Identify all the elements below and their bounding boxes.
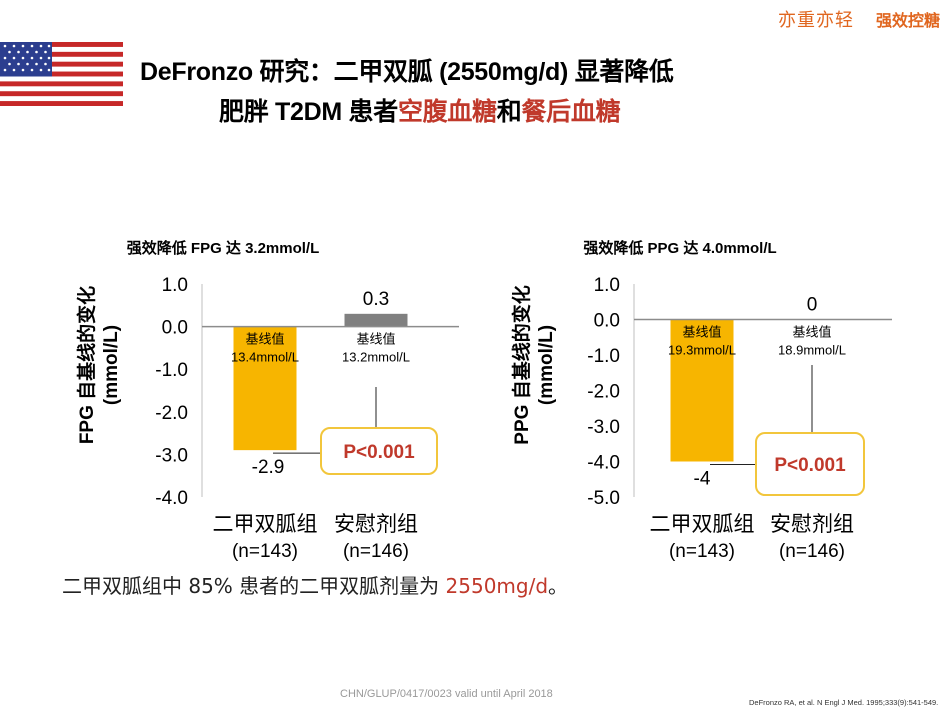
y-axis-label: FPG 自基线的变化 (mmol/L): [75, 286, 122, 444]
us-flag-icon: [0, 42, 123, 106]
category-label: 二甲双胍组: [650, 513, 755, 536]
baseline-value: 13.4mmol/L: [231, 350, 299, 365]
baseline-title: 基线值: [682, 325, 721, 340]
y-tick-label: -4.0: [155, 488, 188, 509]
chart-title: 强效降低 FPG 达 3.2mmol/L: [127, 239, 320, 257]
chart-title: 强效降低 PPG 达 4.0mmol/L: [583, 239, 776, 257]
sample-size-label: (n=146): [779, 541, 845, 562]
y-tick-label: -1.0: [587, 346, 620, 367]
dose-note: 二甲双胍组中 85% 患者的二甲双胍剂量为 2550mg/d。: [62, 570, 568, 599]
subtitle-and: 和: [496, 98, 522, 126]
y-tick-label: 0.0: [594, 311, 620, 332]
sample-size-label: (n=143): [669, 541, 735, 562]
brand-name: 强效控糖: [875, 13, 940, 30]
baseline-value: 19.3mmol/L: [668, 343, 736, 358]
y-axis-label-line1: PPG 自基线的变化: [510, 285, 533, 444]
y-tick-label: -3.0: [155, 445, 188, 466]
dose-note-suffix: 。: [548, 574, 569, 598]
footer-reference: DeFronzo RA, et al. N Engl J Med. 1995;3…: [749, 698, 939, 707]
baseline-title: 基线值: [792, 325, 831, 340]
p-value-text: P<0.001: [343, 442, 415, 463]
p-value-box: [755, 432, 865, 496]
subtitle-ppg: 餐后血糖: [521, 98, 621, 126]
y-tick-label: 1.0: [162, 275, 188, 296]
category-label: 二甲双胍组: [213, 513, 318, 536]
placebo-bar: [344, 313, 408, 327]
page-title: DeFronzo 研究：二甲双胍 (2550mg/d) 显著降低: [140, 58, 674, 86]
category-label: 安慰剂组: [770, 513, 854, 536]
y-axis-label-line2: (mmol/L): [101, 325, 122, 405]
y-tick-label: -4.0: [587, 453, 620, 474]
y-tick-label: -3.0: [587, 417, 620, 438]
ppg-chart-svg: 强效降低 PPG 达 4.0mmol/L PPG 自基线的变化 (mmol/L) 1.…: [510, 239, 892, 562]
dose-note-prefix: 二甲双胍组中 85% 患者的二甲双胍剂量为: [62, 574, 446, 598]
y-tick-label: 1.0: [594, 275, 620, 296]
category-label: 安慰剂组: [334, 513, 418, 536]
baseline-title: 基线值: [245, 332, 284, 347]
y-axis-label-line1: FPG 自基线的变化: [75, 286, 98, 444]
y-tick-label: 0.0: [162, 318, 188, 339]
fpg-chart-svg: 强效降低 FPG 达 3.2mmol/L FPG 自基线的变化 (mmol/L) 1.…: [75, 239, 459, 562]
y-tick-label: -2.0: [155, 403, 188, 424]
p-value-box: [320, 427, 438, 475]
dose-note-dose: 2550mg/d: [445, 574, 549, 598]
baseline-value: 18.9mmol/L: [778, 343, 846, 358]
metformin-bar: [233, 326, 297, 451]
value-label: 0.3: [363, 289, 389, 310]
y-tick-label: -2.0: [587, 382, 620, 403]
subtitle-fpg: 空腹血糖: [397, 98, 497, 126]
y-tick-label: -1.0: [155, 360, 188, 381]
value-label: 0: [807, 295, 818, 316]
brand-slogan: 亦重亦轻: [777, 10, 854, 31]
page-subtitle: 肥胖 T2DM 患者空腹血糖和餐后血糖: [219, 92, 621, 128]
y-tick-label: -5.0: [587, 488, 620, 509]
ppg-chart: 强效降低 PPG 达 4.0mmol/L PPG 自基线的变化 (mmol/L) 1.…: [500, 225, 940, 575]
y-axis-label: PPG 自基线的变化 (mmol/L): [510, 285, 557, 444]
sample-size-label: (n=143): [232, 541, 298, 562]
value-label: -2.9: [252, 457, 285, 478]
brand-tagline: 亦重亦轻 强效控糖: [778, 6, 940, 32]
y-axis-label-line2: (mmol/L): [536, 325, 557, 405]
sample-size-label: (n=146): [343, 541, 409, 562]
baseline-value: 13.2mmol/L: [342, 350, 410, 365]
fpg-chart: 强效降低 FPG 达 3.2mmol/L FPG 自基线的变化 (mmol/L) 1.…: [65, 225, 505, 575]
metformin-bar: [670, 319, 734, 462]
baseline-title: 基线值: [356, 332, 395, 347]
p-value-text: P<0.001: [774, 455, 846, 476]
value-label: -4: [694, 469, 711, 490]
subtitle-prefix: 肥胖 T2DM 患者: [219, 98, 398, 126]
footer-code: CHN/GLUP/0417/0023 valid until April 201…: [340, 688, 553, 700]
